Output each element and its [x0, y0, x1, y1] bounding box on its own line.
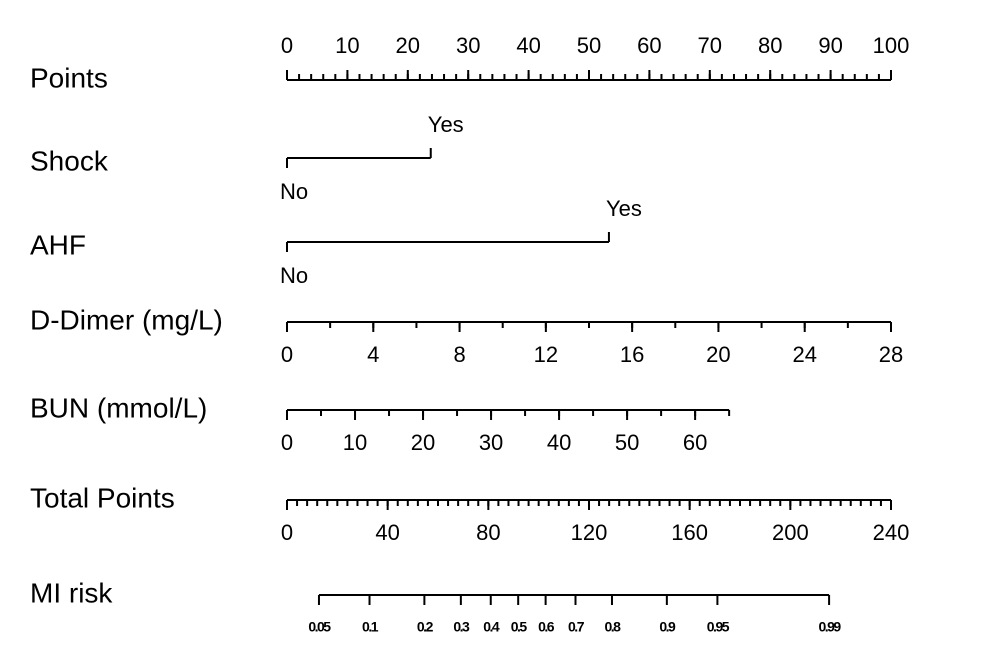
tick-label: 16	[620, 342, 644, 367]
tick-label: 30	[456, 33, 480, 58]
row-label: D-Dimer (mg/L)	[30, 304, 223, 335]
tick-label: 0.8	[604, 619, 621, 635]
tick-label: 60	[683, 430, 707, 455]
tick-label: 28	[879, 342, 903, 367]
row-label: Shock	[30, 145, 109, 176]
category-label: Yes	[606, 196, 642, 221]
tick-label: 10	[343, 430, 367, 455]
tick-label: 24	[792, 342, 816, 367]
tick-label: 30	[479, 430, 503, 455]
tick-label: 0.5	[511, 619, 528, 635]
tick-label: 80	[758, 33, 782, 58]
tick-label: 0.4	[483, 619, 500, 635]
tick-label: 20	[411, 430, 435, 455]
tick-label: 8	[453, 342, 465, 367]
tick-label: 80	[476, 520, 500, 545]
tick-label: 0.2	[417, 619, 434, 635]
tick-label: 0.95	[707, 619, 730, 635]
category-label: Yes	[428, 112, 464, 137]
tick-label: 0.3	[453, 619, 470, 635]
tick-label: 0.05	[308, 619, 331, 635]
tick-label: 50	[577, 33, 601, 58]
tick-label: 50	[615, 430, 639, 455]
tick-label: 4	[367, 342, 379, 367]
row-label: AHF	[30, 229, 86, 260]
tick-label: 0.6	[538, 619, 555, 635]
tick-label: 40	[516, 33, 540, 58]
tick-label: 10	[335, 33, 359, 58]
row-label: BUN (mmol/L)	[30, 392, 207, 423]
tick-label: 0	[281, 33, 293, 58]
tick-label: 60	[637, 33, 661, 58]
tick-label: 0.7	[568, 619, 585, 635]
tick-label: 0	[281, 430, 293, 455]
row-label: Total Points	[30, 482, 175, 513]
tick-label: 160	[671, 520, 708, 545]
tick-label: 0.1	[362, 619, 379, 635]
tick-label: 0.99	[818, 619, 841, 635]
row-label: Points	[30, 62, 108, 93]
tick-label: 240	[873, 520, 910, 545]
tick-label: 20	[706, 342, 730, 367]
tick-label: 12	[534, 342, 558, 367]
row-label: MI risk	[30, 577, 113, 608]
tick-label: 20	[396, 33, 420, 58]
tick-label: 120	[571, 520, 608, 545]
tick-label: 0.9	[659, 619, 676, 635]
tick-label: 70	[698, 33, 722, 58]
tick-label: 90	[818, 33, 842, 58]
tick-label: 200	[772, 520, 809, 545]
category-label: No	[280, 263, 308, 288]
tick-label: 40	[547, 430, 571, 455]
tick-label: 40	[375, 520, 399, 545]
category-label: No	[280, 179, 308, 204]
tick-label: 0	[281, 342, 293, 367]
tick-label: 0	[281, 520, 293, 545]
tick-label: 100	[873, 33, 910, 58]
